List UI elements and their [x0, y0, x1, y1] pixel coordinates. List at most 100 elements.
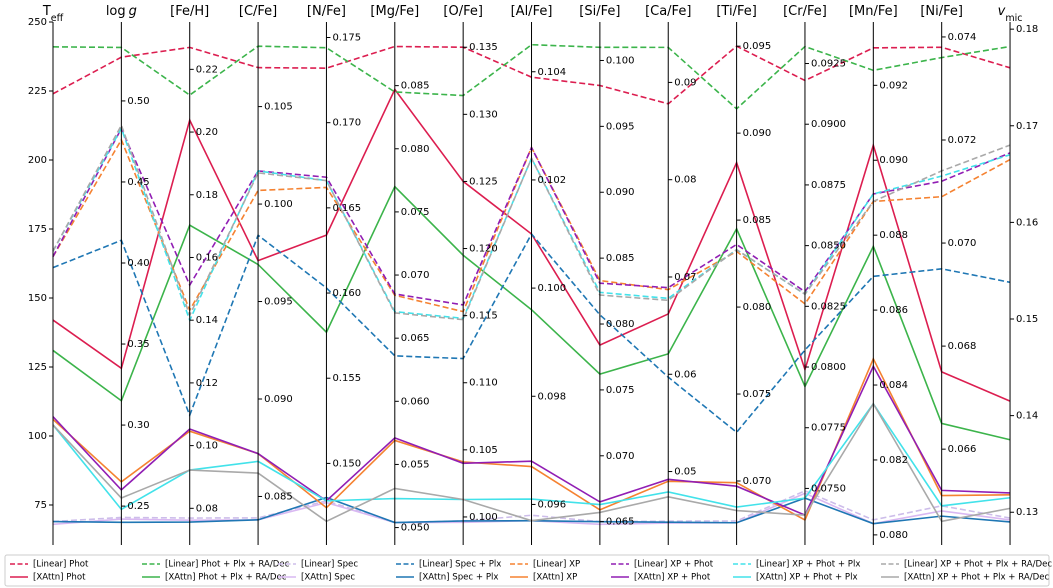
tick-label: 0.06 [674, 369, 696, 380]
axes: Teff 75 100 125 150 175 200 225 250 log g 0.25 0.30 0… [28, 4, 1038, 545]
legend-frame [4, 554, 1050, 587]
legend-label: [XAttn] XP [533, 573, 577, 583]
tick-label: 0.16 [1016, 217, 1038, 228]
tick-label: 0.50 [127, 96, 149, 107]
tick-label: 0.130 [469, 109, 498, 120]
legend-label: [XAttn] Spec + Plx [419, 573, 498, 583]
tick-label: 0.100 [264, 199, 293, 210]
tick-label: 0.096 [538, 499, 567, 510]
tick-label: 0.0800 [811, 362, 846, 373]
tick-label: 0.070 [743, 476, 772, 487]
tick-label: 0.082 [879, 455, 908, 466]
axis-title-part: [Ti/Fe] [716, 4, 756, 19]
tick-label: 0.090 [743, 128, 772, 139]
tick-label: 0.170 [332, 118, 361, 129]
tick-label: 225 [28, 86, 47, 97]
tick-label: 0.0750 [811, 483, 846, 494]
tick-label: 0.088 [879, 230, 908, 241]
tick-label: 0.090 [264, 394, 293, 405]
tick-label: 0.090 [879, 155, 908, 166]
axis-title-part: [Si/Fe] [579, 4, 620, 19]
legend-label: [Linear] XP + Phot + Plx + RA/Dec [904, 560, 1052, 570]
tick-label: 0.0925 [811, 59, 846, 70]
axis-title-part: [Al/Fe] [511, 4, 553, 19]
tick-label: 0.080 [879, 530, 908, 541]
tick-label: 0.092 [879, 80, 908, 91]
tick-label: 150 [28, 293, 47, 304]
tick-label: 0.18 [1016, 24, 1038, 35]
tick-label: 0.074 [948, 32, 977, 43]
tick-label: 0.070 [401, 270, 430, 281]
tick-label: 0.065 [401, 333, 430, 344]
legend-label: [Linear] Phot + Plx + RA/Dec [165, 560, 290, 570]
axis-title-part: mic [1005, 13, 1022, 24]
axis-title-part: [Fe/H] [170, 4, 209, 19]
tick-label: 0.075 [743, 389, 772, 400]
axis-title-part: eff [51, 13, 64, 24]
tick-label: 0.075 [606, 385, 635, 396]
tick-label: 0.055 [401, 459, 430, 470]
axis-title-part: [Mn/Fe] [849, 4, 898, 19]
legend-label: [XAttn] XP + Phot [634, 573, 711, 583]
tick-label: 0.175 [332, 33, 361, 44]
tick-label: 75 [34, 500, 47, 511]
tick-label: 0.095 [264, 297, 293, 308]
tick-label: 0.095 [606, 121, 635, 132]
tick-label: 0.150 [332, 458, 361, 469]
tick-label: 0.085 [743, 215, 772, 226]
tick-label: 0.35 [127, 339, 149, 350]
tick-label: 0.080 [743, 302, 772, 313]
tick-label: 0.10 [196, 441, 218, 452]
tick-label: 0.115 [469, 311, 498, 322]
tick-label: 0.135 [469, 42, 498, 53]
axis-title-part: log [106, 4, 126, 19]
tick-label: 0.066 [948, 444, 977, 455]
tick-label: 0.160 [332, 288, 361, 299]
axis-title-part: [C/Fe] [239, 4, 277, 19]
axis-title: [Fe/H] [170, 4, 209, 19]
tick-label: 0.075 [401, 207, 430, 218]
tick-label: 0.155 [332, 373, 361, 384]
legend-label: [XAttn] XP + Phot + Plx + RA/Dec [904, 573, 1050, 583]
tick-label: 0.12 [196, 378, 218, 389]
axis-title: Teff [42, 4, 64, 24]
tick-label: 0.0900 [811, 119, 846, 130]
tick-label: 0.165 [332, 203, 361, 214]
axis-title: [Mn/Fe] [849, 4, 898, 19]
tick-label: 0.13 [1016, 507, 1038, 518]
legend-label: [XAttn] Phot [33, 573, 86, 583]
legend-label: [Linear] XP + Phot + Plx [756, 560, 860, 570]
tick-label: 0.105 [264, 102, 293, 113]
legend: [Linear] Phot [XAttn] Phot [Linear] Phot +… [4, 554, 1052, 587]
axis-title-part: [Ni/Fe] [920, 4, 963, 19]
tick-label: 0.072 [948, 135, 977, 146]
tick-label: 0.14 [196, 315, 218, 326]
tick-label: 0.090 [606, 187, 635, 198]
tick-label: 0.105 [469, 445, 498, 456]
tick-label: 0.0850 [811, 241, 846, 252]
axis-title-part: [O/Fe] [443, 4, 483, 19]
tick-label: 0.07 [674, 272, 696, 283]
axis-title: [Cr/Fe] [783, 4, 827, 19]
tick-label: 0.070 [948, 238, 977, 249]
tick-label: 0.084 [879, 380, 908, 391]
tick-label: 0.060 [401, 396, 430, 407]
tick-label: 0.104 [538, 67, 567, 78]
legend-label: [XAttn] Spec [301, 573, 355, 583]
tick-label: 0.070 [606, 451, 635, 462]
tick-label: 0.110 [469, 378, 498, 389]
tick-label: 250 [28, 17, 47, 28]
axis-title-part: [Cr/Fe] [783, 4, 827, 19]
tick-label: 0.22 [196, 64, 218, 75]
legend-label: [XAttn] XP + Phot + Plx [756, 573, 858, 583]
axis-title: log g [106, 4, 137, 19]
tick-label: 0.065 [606, 517, 635, 528]
tick-label: 0.15 [1016, 314, 1038, 325]
axis-title-part: v [998, 4, 1006, 19]
axis-title: [C/Fe] [239, 4, 277, 19]
tick-label: 125 [28, 362, 47, 373]
tick-label: 0.25 [127, 501, 149, 512]
tick-label: 0.09 [674, 77, 696, 88]
tick-label: 0.100 [538, 283, 567, 294]
